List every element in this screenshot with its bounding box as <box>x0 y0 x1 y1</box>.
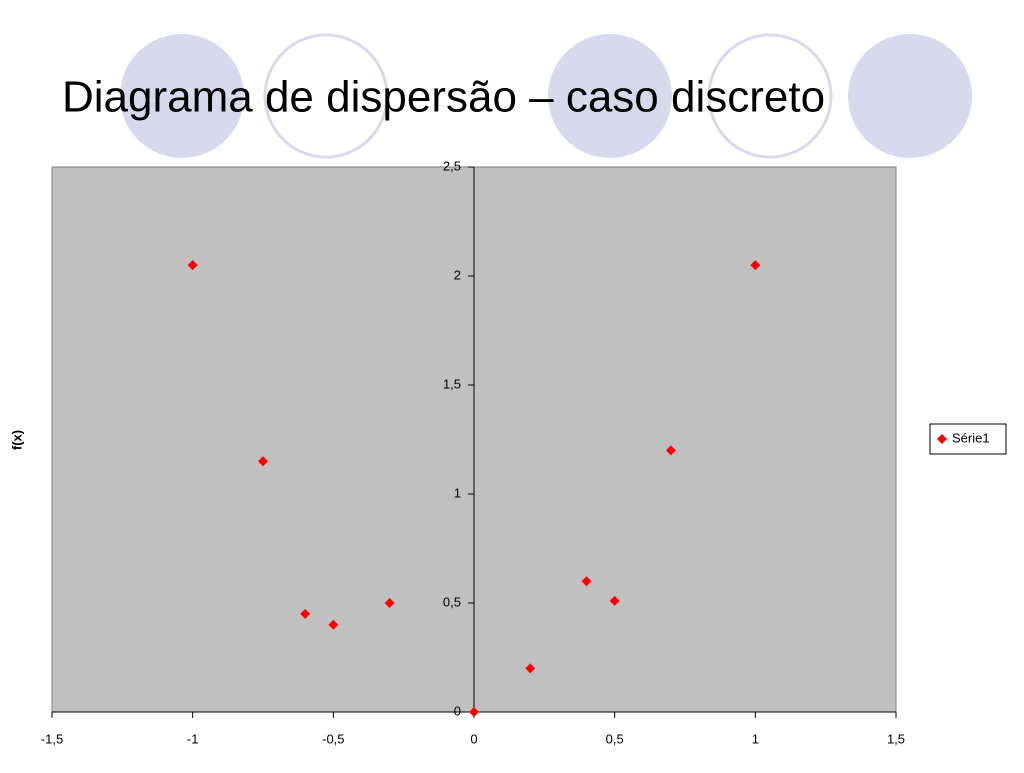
legend-marker <box>937 434 947 444</box>
point <box>469 707 479 717</box>
y-tick-label: 1,5 <box>443 376 461 391</box>
y-tick-label: 2,5 <box>443 158 461 173</box>
decor-circle <box>263 33 389 159</box>
point <box>187 260 198 271</box>
legend-label: Série1 <box>952 430 990 445</box>
y-tick-label: 0,5 <box>443 594 461 609</box>
point <box>384 598 395 608</box>
point <box>609 595 620 606</box>
point <box>258 456 268 467</box>
point <box>750 260 761 271</box>
x-tick-label: -0,5 <box>322 731 344 746</box>
y-axis-title: f(x) <box>9 430 24 450</box>
y-tick-label: 2 <box>454 267 461 282</box>
point <box>525 663 536 674</box>
decor-circle <box>707 33 833 159</box>
y-tick-label: 1 <box>454 485 461 500</box>
x-tick-label: 0,5 <box>606 731 624 746</box>
decor-circle <box>120 34 244 158</box>
x-tick-label: 1 <box>752 731 759 746</box>
x-tick-label: 0 <box>470 731 477 746</box>
x-tick-label: -1,5 <box>41 731 63 746</box>
point <box>581 576 592 587</box>
x-tick-label: 1,5 <box>887 731 905 746</box>
point <box>300 608 311 619</box>
title: Diagrama de dispersão – caso discreto <box>62 73 825 122</box>
point <box>665 445 676 456</box>
point <box>328 619 339 630</box>
decor-circle <box>548 34 672 158</box>
x-tick-label: -1 <box>187 731 199 746</box>
y-tick-label: 0 <box>454 703 461 718</box>
decor-circle <box>848 34 972 158</box>
